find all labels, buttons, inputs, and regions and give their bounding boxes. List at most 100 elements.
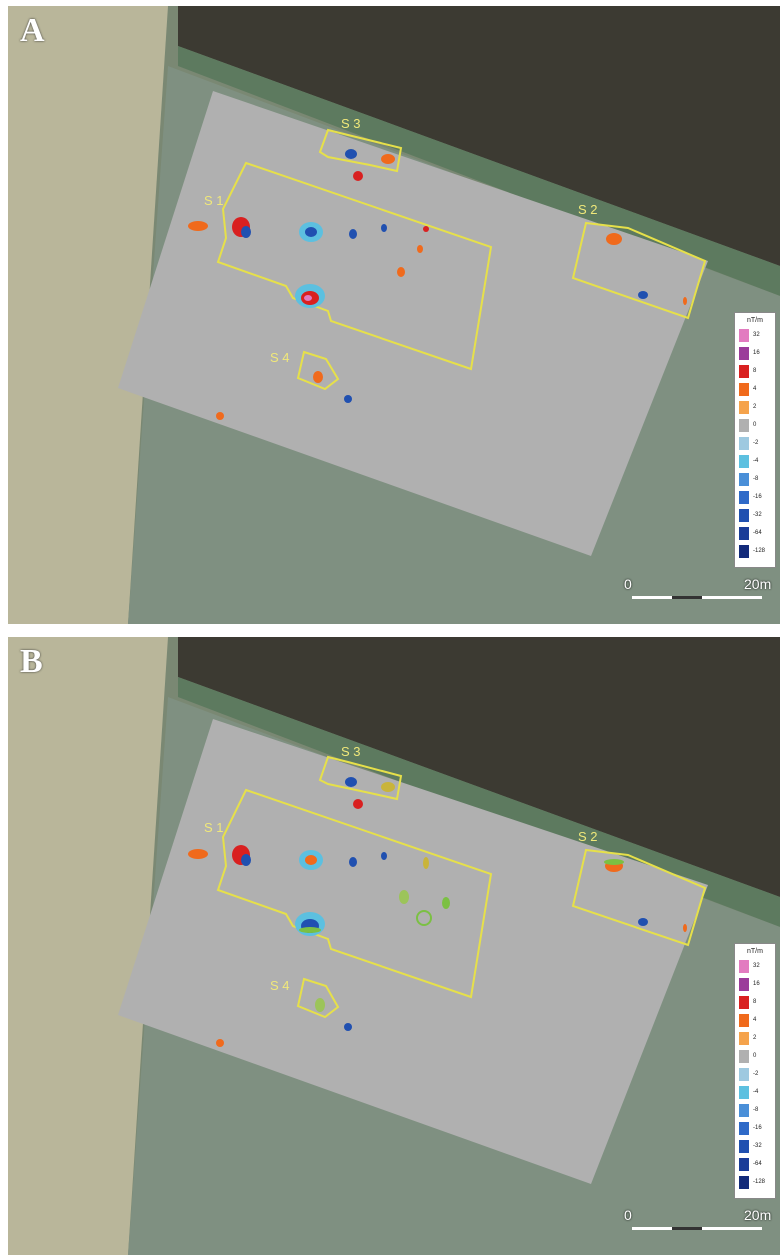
legend-label: -4 (753, 1089, 759, 1095)
legend-entry: 0 (739, 1050, 773, 1063)
legend-swatch (739, 455, 749, 468)
legend-label: 2 (753, 1035, 757, 1041)
legend-label: 32 (753, 332, 760, 338)
legend-entry: 2 (739, 1032, 773, 1045)
aerial-map-a: S 1 S 2 S 3 S 4 (8, 6, 780, 624)
legend-entry: -2 (739, 1068, 773, 1081)
legend-entry: -128 (739, 545, 773, 558)
legend-label: -128 (753, 1179, 766, 1185)
legend-entry: 8 (739, 365, 773, 378)
scale-seg-1 (632, 596, 672, 599)
legend-label: 8 (753, 368, 757, 374)
scale-end: 20m (744, 1207, 772, 1223)
legend-swatch (739, 1032, 749, 1045)
legend-entry: -64 (739, 527, 773, 540)
legend-label: -128 (753, 548, 766, 554)
site-label-s4: S 4 (270, 978, 290, 993)
hedge-row (178, 46, 780, 296)
legend-entry: 8 (739, 996, 773, 1009)
scale-seg-2 (672, 1227, 702, 1230)
site-labels: S 1 S 2 S 3 S 4 (204, 744, 598, 993)
panel-b: S 1 S 2 S 3 S 4 (8, 637, 780, 1255)
legend-label: -4 (753, 458, 759, 464)
scale-seg-3 (702, 596, 762, 599)
site-label-s1: S 1 (204, 193, 224, 208)
scale-bar: 0 20m (618, 1207, 778, 1247)
site-labels: S 1 S 2 S 3 S 4 (204, 116, 598, 365)
legend-swatch (739, 1176, 749, 1189)
legend-label: -2 (753, 440, 759, 446)
legend-swatch (739, 491, 749, 504)
legend-entry: -2 (739, 437, 773, 450)
survey-area (118, 719, 708, 1184)
site-label-s4: S 4 (270, 350, 290, 365)
legend-entry: 16 (739, 347, 773, 360)
legend-swatch (739, 1158, 749, 1171)
panel-divider (0, 625, 780, 637)
legend-swatch (739, 365, 749, 378)
legend-entry: -4 (739, 455, 773, 468)
legend-swatch (739, 527, 749, 540)
panel-label: B (20, 643, 43, 680)
legend: nT/m 32 16 8 4 2 0 -2 -4 -8 -16 -32 -64 -128 (734, 312, 776, 568)
legend-swatch (739, 437, 749, 450)
legend-label: -32 (753, 1143, 762, 1149)
legend-label: 2 (753, 404, 757, 410)
legend-label: -32 (753, 512, 762, 518)
field-strip-west (8, 6, 168, 624)
legend-entry: -128 (739, 1176, 773, 1189)
legend-swatch (739, 347, 749, 360)
legend-label: 4 (753, 386, 757, 392)
scale-seg-1 (632, 1227, 672, 1230)
legend-entry: -16 (739, 491, 773, 504)
legend-label: 8 (753, 999, 757, 1005)
legend-swatch (739, 1122, 749, 1135)
legend-label: 0 (753, 1053, 757, 1059)
site-outlines (216, 755, 707, 1019)
legend: nT/m 32 16 8 4 2 0 -2 -4 -8 -16 -32 -64 -128 (734, 943, 776, 1199)
legend-swatch (739, 1014, 749, 1027)
legend-swatch (739, 509, 749, 522)
legend-swatch (739, 978, 749, 991)
legend-swatch (739, 1050, 749, 1063)
scale-seg-2 (672, 596, 702, 599)
legend-unit: nT/m (747, 317, 763, 324)
legend-entry: -8 (739, 1104, 773, 1117)
legend-entry: -32 (739, 1140, 773, 1153)
legend-swatch (739, 329, 749, 342)
legend-label: 16 (753, 350, 760, 356)
legend-label: 32 (753, 963, 760, 969)
site-label-s2: S 2 (578, 829, 598, 844)
legend-label: -16 (753, 494, 762, 500)
anomalies (188, 149, 687, 420)
legend-label: -16 (753, 1125, 762, 1131)
legend-entry: 4 (739, 1014, 773, 1027)
legend-swatch (739, 960, 749, 973)
legend-swatch (739, 1104, 749, 1117)
legend-label: 16 (753, 981, 760, 987)
legend-entry: 2 (739, 401, 773, 414)
field-strip-west (8, 637, 168, 1255)
legend-label: -8 (753, 1107, 759, 1113)
legend-entry: 16 (739, 978, 773, 991)
legend-entry: 32 (739, 329, 773, 342)
panel-a: S 1 S 2 S 3 S 4 (8, 6, 780, 624)
scale-start: 0 (624, 1207, 632, 1223)
site-label-s2: S 2 (578, 202, 598, 217)
scale-bar: 0 20m (618, 576, 778, 616)
legend-swatch (739, 473, 749, 486)
legend-label: -8 (753, 476, 759, 482)
legend-swatch (739, 1086, 749, 1099)
legend-unit: nT/m (747, 948, 763, 955)
legend-entry: -4 (739, 1086, 773, 1099)
legend-swatch (739, 401, 749, 414)
dark-field-north (178, 6, 780, 266)
legend-swatch (739, 545, 749, 558)
dark-field-north (178, 637, 780, 897)
legend-entry: 4 (739, 383, 773, 396)
site-outlines (216, 128, 707, 391)
site-label-s1: S 1 (204, 820, 224, 835)
legend-entry: -64 (739, 1158, 773, 1171)
legend-entry: -32 (739, 509, 773, 522)
legend-swatch (739, 1068, 749, 1081)
